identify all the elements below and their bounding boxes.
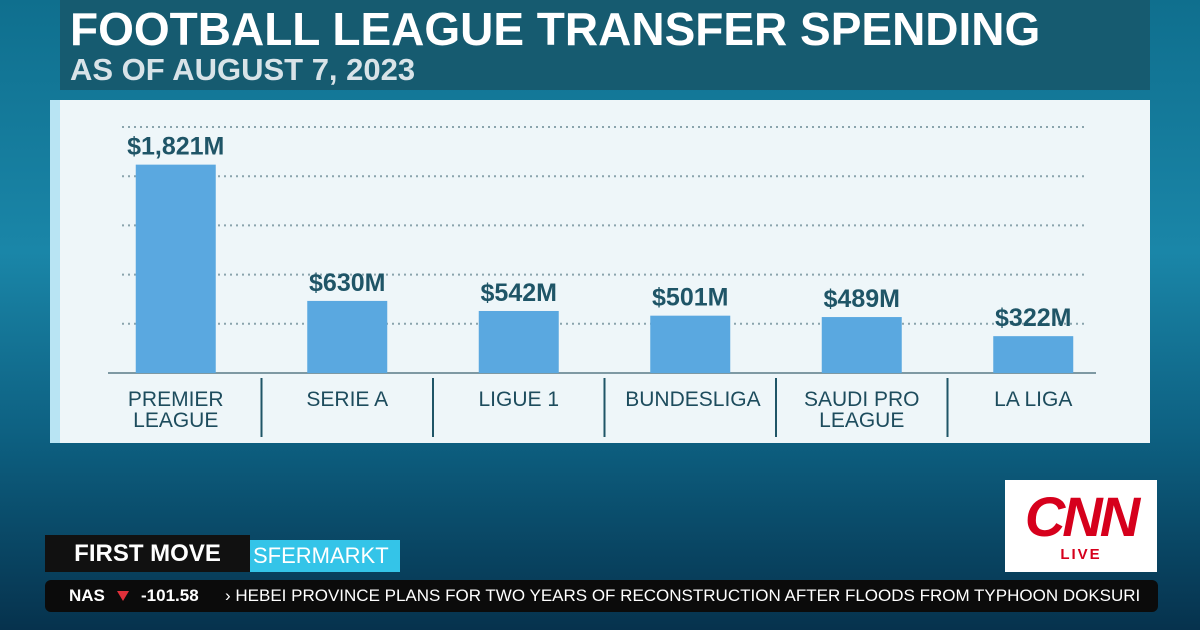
value-label: $322M: [995, 304, 1071, 332]
value-label: $489M: [824, 285, 900, 313]
category-label: PREMIER LEAGUE: [127, 388, 224, 432]
logo: CNN: [1024, 485, 1140, 548]
source: SFERMARKT: [250, 540, 400, 572]
value-label: $1,821M: [127, 133, 224, 161]
category-label: SAUDI PRO LEAGUE: [803, 388, 920, 432]
category-label: LA LIGA: [994, 388, 1073, 411]
chart-subtitle: AS OF AUGUST 7, 2023: [70, 52, 416, 87]
value-label: $542M: [481, 279, 557, 307]
category-label: SERIE A: [306, 388, 389, 411]
bar: [135, 164, 216, 373]
chart-title: FOOTBALL LEAGUE TRANSFER SPENDING: [70, 3, 1041, 55]
live-label: LIVE: [1060, 546, 1102, 563]
chart-panel: [50, 100, 1150, 443]
bar: [307, 300, 388, 373]
bar: [821, 317, 902, 373]
index-change: -101.58: [141, 586, 199, 605]
network-logo: CNN LIVE: [1005, 480, 1157, 572]
category-label: LIGUE 1: [478, 388, 560, 411]
value-label: $501M: [652, 284, 728, 312]
bar: [478, 310, 559, 373]
ticker: NAS -101.58 › HEBEI PROVINCE PLANS FOR T…: [45, 580, 1158, 612]
category-label: BUNDESLIGA: [625, 388, 761, 411]
bar: [993, 336, 1074, 373]
value-label: $630M: [309, 269, 385, 297]
show-name: FIRST MOVE: [45, 535, 250, 572]
headline: › HEBEI PROVINCE PLANS FOR TWO YEARS OF …: [225, 586, 1141, 605]
down-arrow: [117, 591, 129, 601]
title-bar: FOOTBALL LEAGUE TRANSFER SPENDING AS OF …: [60, 0, 1150, 90]
index-name: NAS: [69, 586, 105, 605]
bar: [650, 315, 731, 373]
